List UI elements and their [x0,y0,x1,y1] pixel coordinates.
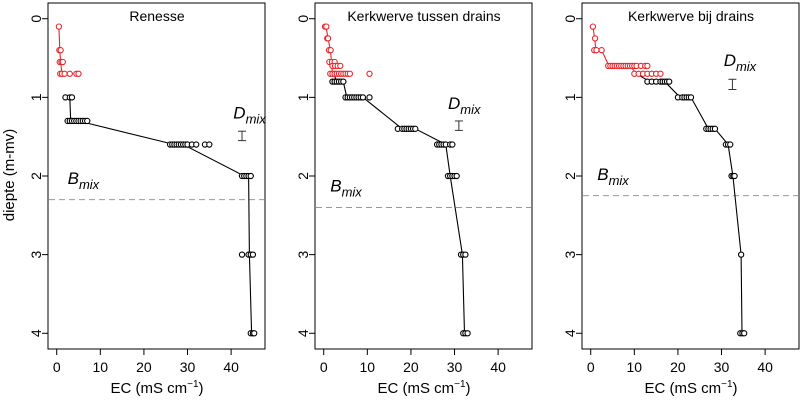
deep-point [340,78,347,85]
deep-point [687,94,695,101]
deep-point [741,330,748,337]
y-tick-label: 2 [28,172,44,180]
deep-point [193,141,200,148]
x-tick-label: 0 [587,359,595,375]
surface-point [593,47,600,54]
y-tick-label: 0 [28,15,44,23]
y-tick-label: 4 [28,329,44,337]
surface-point [55,23,63,30]
deep-series-line [636,73,743,334]
deep-point [249,251,257,258]
chart-title: Kerkwerve bij drains [628,8,754,24]
y-tick-label: 3 [562,251,578,259]
deep-point [711,125,719,132]
y-tick-label: 2 [562,172,578,180]
surface-point [323,23,330,30]
surface-point [61,70,68,77]
surface-point [657,70,664,77]
surface-point [337,62,344,70]
x-tick-label: 20 [403,359,419,375]
surface-point [366,70,373,77]
x-tick-label: 40 [223,359,239,375]
deep-point [464,330,471,337]
deep-point [412,125,419,132]
x-tick-label: 20 [136,359,152,375]
deep-point [462,251,469,258]
deep-point [206,141,213,148]
deep-point [666,78,673,85]
surface-point [57,47,64,54]
y-tick-label: 4 [562,329,578,337]
y-tick-label: 3 [295,251,311,259]
bmix-label: Bmix [330,177,362,200]
bmix-label: Bmix [68,169,100,192]
x-tick-label: 10 [93,359,109,375]
y-tick-label: 2 [295,172,311,180]
x-tick-label: 30 [447,359,463,375]
y-tick-label: 1 [295,93,311,101]
surface-point [75,70,82,77]
surface-point [644,62,651,70]
x-tick-label: 0 [53,359,61,375]
deep-point [238,251,246,258]
y-tick-label: 1 [562,93,578,101]
x-tick-label: 20 [670,359,686,375]
surface-series-line [58,26,63,74]
deep-point [247,172,254,180]
surface-point [324,35,332,42]
deep-point [727,141,734,148]
y-tick-label: 4 [295,329,311,337]
dmix-label: Dmix [448,94,481,117]
deep-point [366,94,373,101]
y-axis-label: diepte (m-mv) [1,129,18,222]
deep-point [453,172,460,180]
x-tick-label: 40 [490,359,506,375]
surface-point [327,47,334,54]
deep-point [359,94,367,101]
deep-series-line [69,97,253,334]
surface-point [591,35,599,42]
x-axis-label: EC (mS cm−1) [644,379,737,397]
y-tick-label: 0 [562,15,578,23]
panel-2: Kerkwerve tussen drains 0 10 20 30 40 0 1 2 3 4 EC … [295,2,533,397]
deep-point [449,141,456,148]
x-axis-label: EC (mS cm−1) [377,379,470,397]
deep-series-line [333,73,466,334]
chart-title: Renesse [129,8,184,24]
surface-point [59,58,66,66]
surface-point [589,23,597,30]
y-tick-label: 3 [28,251,44,259]
y-tick-label: 1 [28,93,44,101]
surface-point [66,70,73,77]
deep-point [731,172,738,180]
deep-point [251,330,258,337]
bmix-label: Bmix [597,165,629,188]
panel-3: Kerkwerve bij drains 0 10 20 30 40 0 1 2 3 4 EC (mS… [562,2,800,397]
x-axis-label: EC (mS cm−1) [110,379,203,397]
chart-title: Kerkwerve tussen drains [347,8,500,24]
y-tick-label: 0 [295,15,311,23]
deep-point [84,117,91,125]
deep-point [68,94,76,101]
x-tick-label: 10 [627,359,643,375]
dmix-label: Dmix [724,51,757,74]
surface-point [598,47,605,54]
plot-frame [314,2,533,350]
dmix-label: Dmix [233,104,266,127]
x-tick-label: 0 [320,359,328,375]
x-tick-label: 30 [714,359,730,375]
x-tick-label: 30 [180,359,196,375]
surface-point [346,70,354,77]
x-tick-label: 10 [360,359,376,375]
x-tick-label: 40 [757,359,773,375]
deep-point [737,251,745,258]
panel-1: Renesse 0 10 20 30 40 0 1 2 3 4 EC (mS cm−1) Bmix Dmi… [28,2,266,397]
